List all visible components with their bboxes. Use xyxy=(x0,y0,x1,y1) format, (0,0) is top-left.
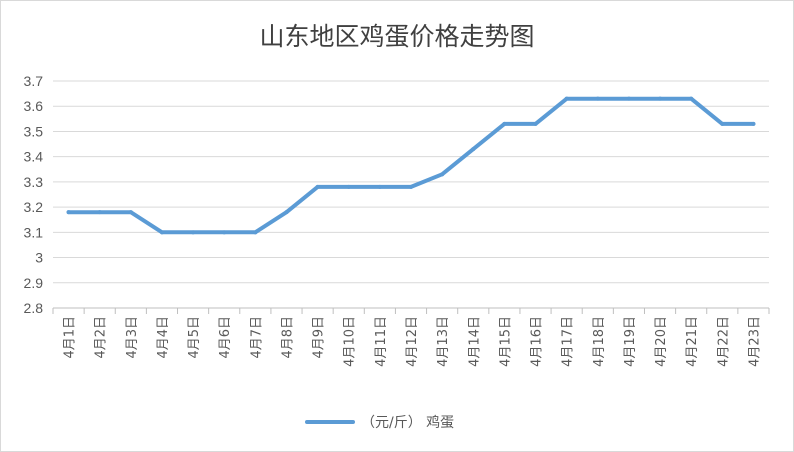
data-point xyxy=(66,210,71,215)
data-point xyxy=(159,230,164,235)
x-tick-label: 4月21日 xyxy=(685,316,700,367)
x-tick-label: 4月11日 xyxy=(374,316,389,367)
data-point xyxy=(377,184,382,189)
data-point xyxy=(440,172,445,177)
series-layer xyxy=(66,96,756,235)
y-tick-label: 3.2 xyxy=(24,199,44,215)
data-point xyxy=(689,96,694,101)
x-tick-label: 4月5日 xyxy=(187,316,202,359)
data-point xyxy=(626,96,631,101)
legend-label: （元/斤） 鸡蛋 xyxy=(361,414,454,431)
x-tick-label: 4月14日 xyxy=(467,316,482,367)
x-tick-label: 4月12日 xyxy=(405,316,420,367)
x-tick-label: 4月22日 xyxy=(716,316,731,367)
x-tick-label: 4月9日 xyxy=(312,316,327,359)
data-point xyxy=(564,96,569,101)
legend: （元/斤） 鸡蛋 xyxy=(305,414,454,431)
x-tick-label: 4月15日 xyxy=(498,316,513,367)
y-tick-label: 2.9 xyxy=(24,275,44,291)
x-tick-label: 4月7日 xyxy=(249,316,264,359)
y-axis-tick-labels: 2.8 2.9 3 3.1 3.2 3.3 3.4 3.5 3.6 3.7 xyxy=(24,73,44,316)
data-point xyxy=(346,184,351,189)
data-point xyxy=(595,96,600,101)
x-tick-label: 4月16日 xyxy=(530,316,545,367)
data-point xyxy=(471,147,476,152)
x-axis xyxy=(52,308,770,314)
data-point xyxy=(409,184,413,189)
data-point xyxy=(315,184,320,189)
x-tick-label: 4月23日 xyxy=(747,316,762,367)
x-tick-label: 4月3日 xyxy=(125,316,140,359)
x-tick-label: 4月13日 xyxy=(436,316,451,367)
data-point xyxy=(502,121,507,126)
y-tick-label: 3.3 xyxy=(24,174,44,190)
y-tick-label: 3.1 xyxy=(24,224,44,240)
x-tick-label: 4月4日 xyxy=(156,316,171,359)
data-point xyxy=(222,230,227,235)
y-tick-label: 3 xyxy=(35,250,43,266)
y-tick-label: 3.5 xyxy=(24,123,44,139)
x-tick-label: 4月17日 xyxy=(561,316,576,367)
gridlines xyxy=(53,80,769,309)
data-point xyxy=(533,121,538,126)
data-point xyxy=(253,230,258,235)
y-tick-label: 3.7 xyxy=(24,73,44,89)
x-tick-label: 4月18日 xyxy=(592,316,607,367)
y-tick-label: 2.8 xyxy=(24,300,44,316)
data-point xyxy=(720,121,725,126)
y-tick-label: 3.6 xyxy=(24,98,44,114)
y-tick-label: 3.4 xyxy=(24,149,44,165)
x-tick-label: 4月2日 xyxy=(94,316,109,359)
x-axis-tick-labels: 4月1日 4月2日 4月3日 4月4日 4月5日 4月6日 4月7日 4月8日 4月9日 4月10… xyxy=(63,316,763,367)
data-point xyxy=(191,230,196,235)
data-point xyxy=(284,210,289,215)
data-point xyxy=(658,96,663,101)
data-point xyxy=(751,121,756,126)
data-point xyxy=(97,210,102,215)
series-line xyxy=(66,96,756,235)
x-tick-label: 4月6日 xyxy=(218,316,233,359)
data-point xyxy=(128,210,133,215)
x-tick-label: 4月20日 xyxy=(654,316,669,367)
chart-title: 山东地区鸡蛋价格走势图 xyxy=(259,22,534,51)
x-tick-label: 4月8日 xyxy=(280,316,295,359)
x-tick-label: 4月10日 xyxy=(343,316,358,367)
x-tick-label: 4月19日 xyxy=(623,316,638,367)
x-tick-label: 4月1日 xyxy=(63,316,78,359)
